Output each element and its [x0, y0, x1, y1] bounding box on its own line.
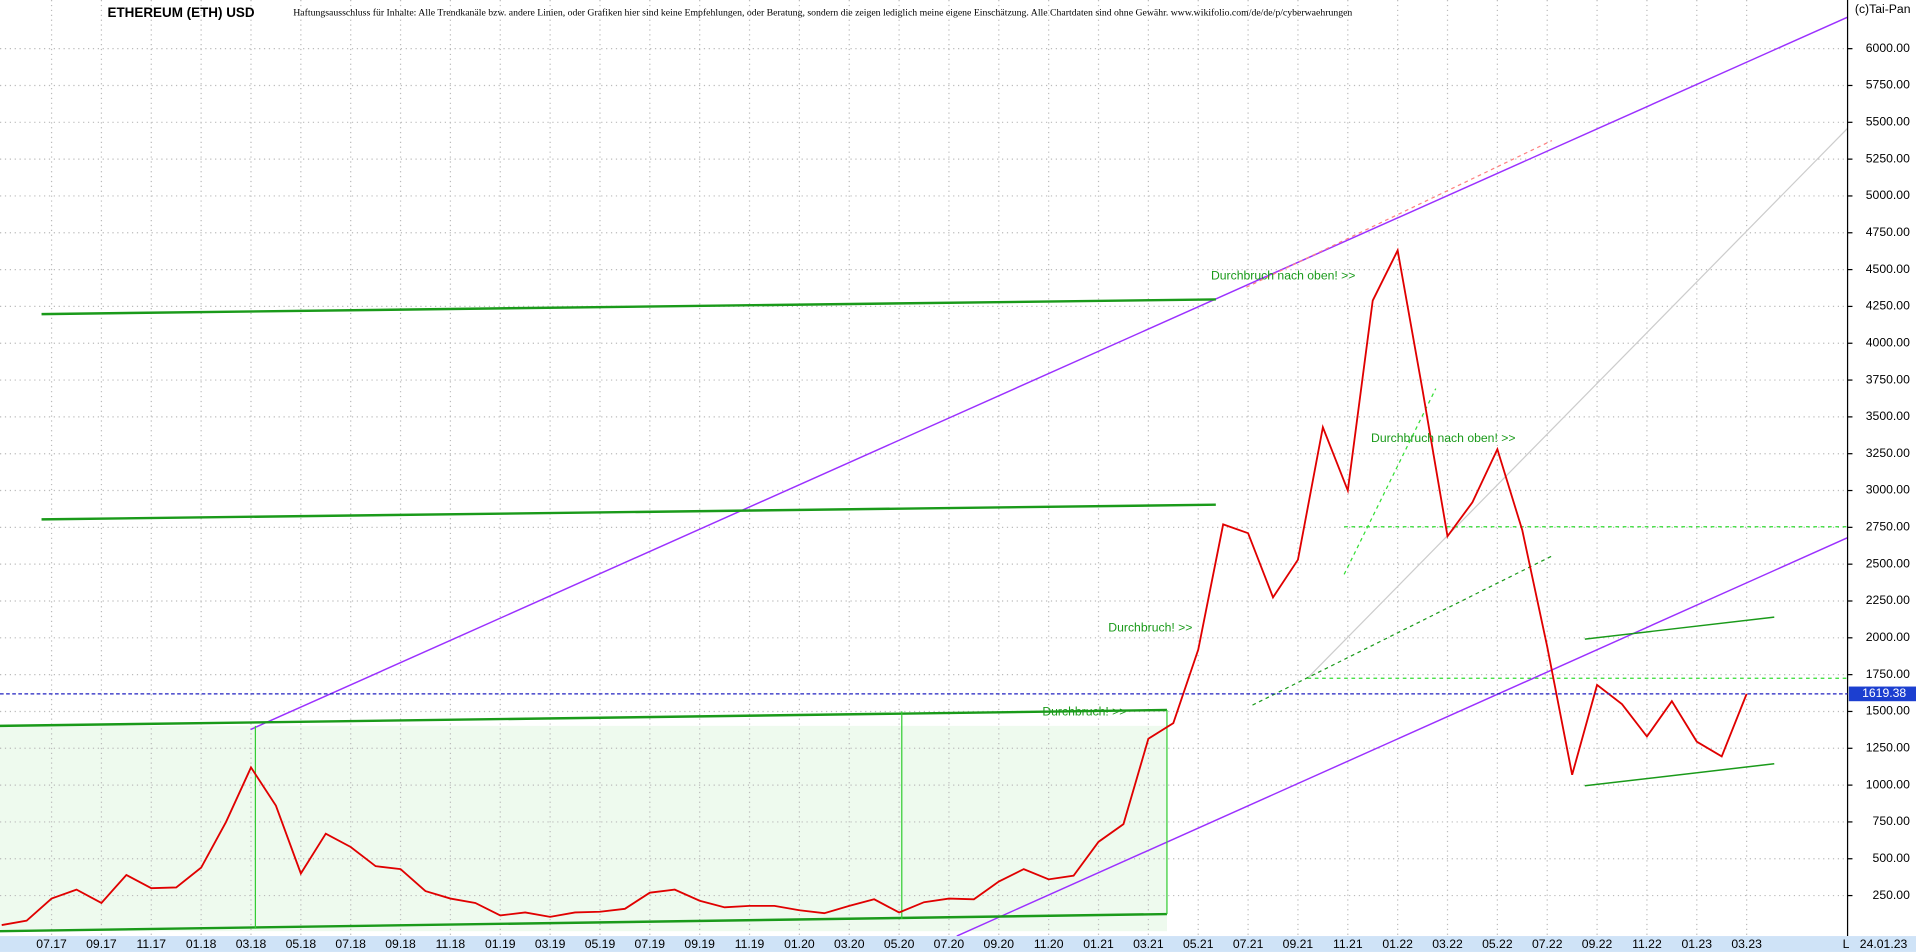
- x-tick-label: 03.19: [535, 937, 566, 951]
- x-tick-label: 07.17: [36, 937, 67, 951]
- y-tick-label: 5500.00: [1866, 115, 1910, 129]
- y-tick-label: 4750.00: [1866, 225, 1910, 239]
- y-tick-label: 500.00: [1873, 851, 1911, 865]
- x-tick-label: 05.20: [884, 937, 915, 951]
- corner-label: L: [1843, 937, 1850, 951]
- annotation: Durchbruch! >>: [1042, 705, 1126, 719]
- annotation: Durchbruch! >>: [1108, 620, 1192, 634]
- y-tick-label: 1500.00: [1866, 704, 1910, 718]
- x-tick-label: 03.22: [1432, 937, 1463, 951]
- y-tick-label: 3000.00: [1866, 483, 1910, 497]
- x-tick-label: 07.19: [635, 937, 666, 951]
- x-tick-label: 11.20: [1034, 937, 1064, 951]
- x-tick-label: 09.20: [984, 937, 1015, 951]
- y-tick-label: 2250.00: [1866, 593, 1910, 607]
- x-tick-label: 01.22: [1382, 937, 1413, 951]
- y-tick-label: 3500.00: [1866, 409, 1910, 423]
- y-tick-label: 2000.00: [1866, 630, 1910, 644]
- y-tick-label: 2750.00: [1866, 520, 1910, 534]
- last-price-label: 1619.38: [1862, 686, 1906, 700]
- y-tick-label: 1000.00: [1866, 777, 1910, 791]
- y-tick-label: 6000.00: [1866, 41, 1910, 55]
- x-tick-label: 07.20: [934, 937, 965, 951]
- y-tick-label: 750.00: [1873, 814, 1911, 828]
- range-box: [0, 725, 1167, 932]
- last-price-box: [1848, 686, 1916, 702]
- x-tick-label: 01.23: [1682, 937, 1713, 951]
- x-tick-label: 11.18: [436, 937, 466, 951]
- trend-lines: [0, 16, 1849, 937]
- annotation: Durchbruch nach oben! >>: [1211, 268, 1356, 282]
- x-tick-label: 09.17: [86, 937, 117, 951]
- y-tick-label: 3750.00: [1866, 372, 1910, 386]
- x-tick-label: 03.21: [1133, 937, 1164, 951]
- x-tick-label: 03.23: [1731, 937, 1762, 951]
- x-tick-label: 09.21: [1283, 937, 1314, 951]
- x-tick-label: 09.18: [385, 937, 416, 951]
- y-tick-label: 5250.00: [1866, 151, 1910, 165]
- x-tick-label: 11.22: [1632, 937, 1662, 951]
- disclaimer: Haftungsausschluss für Inhalte: Alle Tre…: [293, 8, 1352, 19]
- x-tick-label: 09.22: [1582, 937, 1613, 951]
- x-tick-label: 01.21: [1083, 937, 1114, 951]
- x-tick-label: 11.21: [1333, 937, 1363, 951]
- y-tick-label: 3250.00: [1866, 446, 1910, 460]
- x-tick-label: 05.22: [1482, 937, 1513, 951]
- y-tick-label: 250.00: [1873, 888, 1911, 902]
- x-axis-band: [0, 936, 1916, 952]
- y-tick-label: 1250.00: [1866, 741, 1910, 755]
- x-tick-label: 07.18: [335, 937, 366, 951]
- y-tick-label: 4500.00: [1866, 262, 1910, 276]
- x-tick-label: 07.22: [1532, 937, 1563, 951]
- x-tick-label: 01.18: [186, 937, 217, 951]
- x-tick-label: 11.19: [735, 937, 765, 951]
- x-tick-label: 11.17: [136, 937, 166, 951]
- x-tick-label: 03.20: [834, 937, 865, 951]
- x-tick-label: 07.21: [1233, 937, 1264, 951]
- y-tick-label: 4000.00: [1866, 335, 1910, 349]
- x-tick-label: 05.18: [286, 937, 317, 951]
- x-tick-label: 05.19: [585, 937, 616, 951]
- x-tick-label: 05.21: [1183, 937, 1214, 951]
- y-tick-label: 1750.00: [1866, 667, 1910, 681]
- y-tick-label: 2500.00: [1866, 556, 1910, 570]
- y-tick-label: 5000.00: [1866, 188, 1910, 202]
- annotation: Durchbruch nach oben! >>: [1371, 431, 1516, 445]
- x-tick-label: 01.19: [485, 937, 516, 951]
- date-label: 24.01.23: [1860, 937, 1908, 951]
- x-tick-label: 09.19: [684, 937, 715, 951]
- y-tick-label: 5750.00: [1866, 78, 1910, 92]
- price-line: [1, 247, 1748, 926]
- chart-title: ETHEREUM (ETH) USD: [108, 5, 255, 20]
- y-tick-label: 4250.00: [1866, 299, 1910, 313]
- x-tick-label: 01.20: [784, 937, 815, 951]
- copyright: (c)Tai-Pan: [1855, 2, 1911, 16]
- x-tick-label: 03.18: [236, 937, 267, 951]
